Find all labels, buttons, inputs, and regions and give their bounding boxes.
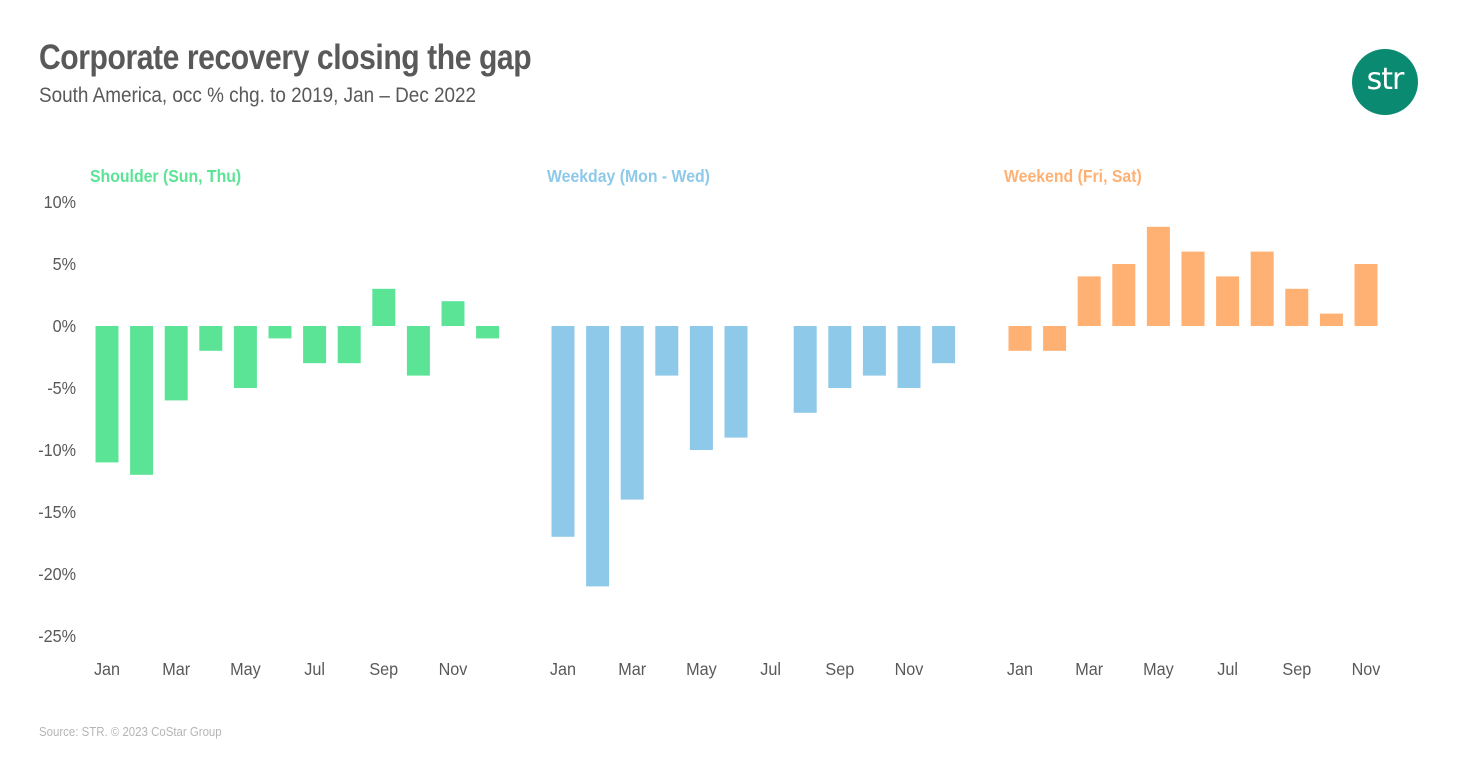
x-tick-label: May xyxy=(230,659,261,679)
panel-title-0: Shoulder (Sun, Thu) xyxy=(90,166,241,186)
y-tick-label: 0% xyxy=(53,316,76,336)
bar-1-feb xyxy=(586,326,610,587)
x-tick-label: Jul xyxy=(304,659,325,679)
x-tick-label: Mar xyxy=(162,659,190,679)
bar-2-jul xyxy=(1216,276,1240,326)
logo-text: str xyxy=(1366,61,1405,97)
x-tick-label: Nov xyxy=(439,659,468,679)
bar-1-aug xyxy=(793,326,817,413)
x-tick-label: Jan xyxy=(94,659,120,679)
bar-0-dec xyxy=(476,326,500,339)
x-tick-label: Nov xyxy=(895,659,924,679)
bar-1-jun xyxy=(724,326,748,438)
y-tick-label: 5% xyxy=(53,254,76,274)
bar-0-jun xyxy=(268,326,292,339)
x-tick-label: May xyxy=(1143,659,1174,679)
x-tick-label: Jul xyxy=(760,659,781,679)
bar-0-aug xyxy=(337,326,361,364)
x-tick-label: Mar xyxy=(618,659,646,679)
bar-1-mar xyxy=(620,326,644,500)
panel-title-2: Weekend (Fri, Sat) xyxy=(1004,166,1142,186)
y-tick-label: -5% xyxy=(47,378,76,398)
bar-0-sep xyxy=(372,288,396,326)
bar-0-nov xyxy=(441,301,465,326)
bar-0-jul xyxy=(303,326,327,364)
bar-1-may xyxy=(689,326,713,450)
x-tick-label: Mar xyxy=(1075,659,1103,679)
x-tick-label: Sep xyxy=(369,659,398,679)
bar-2-sep xyxy=(1285,288,1309,326)
bar-0-jan xyxy=(95,326,119,463)
bar-2-jan xyxy=(1008,326,1032,351)
bar-1-nov xyxy=(897,326,921,388)
bar-0-oct xyxy=(406,326,430,376)
y-tick-label: 10% xyxy=(44,192,76,212)
bar-2-nov xyxy=(1354,264,1378,326)
bar-1-oct xyxy=(862,326,886,376)
chart-subtitle: South America, occ % chg. to 2019, Jan –… xyxy=(39,84,477,107)
bar-0-mar xyxy=(164,326,188,401)
bar-2-mar xyxy=(1077,276,1101,326)
bar-0-apr xyxy=(199,326,223,351)
y-tick-label: -10% xyxy=(38,440,76,460)
source-note: Source: STR. © 2023 CoStar Group xyxy=(39,724,222,739)
y-tick-label: -15% xyxy=(38,502,76,522)
str-logo-icon: str xyxy=(1352,49,1418,115)
bar-0-may xyxy=(233,326,257,388)
y-tick-label: -20% xyxy=(38,564,76,584)
bar-2-apr xyxy=(1112,264,1136,326)
bar-2-jun xyxy=(1181,251,1205,326)
panel-title-1: Weekday (Mon - Wed) xyxy=(547,166,710,186)
bar-1-jan xyxy=(551,326,575,537)
bar-2-feb xyxy=(1043,326,1067,351)
x-tick-label: Sep xyxy=(1282,659,1311,679)
chart-title: Corporate recovery closing the gap xyxy=(39,38,532,77)
bar-1-dec xyxy=(932,326,956,364)
x-tick-label: Sep xyxy=(825,659,854,679)
bar-2-may xyxy=(1146,226,1170,326)
x-tick-label: Jan xyxy=(550,659,576,679)
x-tick-label: May xyxy=(686,659,717,679)
bar-0-feb xyxy=(130,326,154,475)
bar-2-oct xyxy=(1319,313,1343,326)
bar-2-aug xyxy=(1250,251,1274,326)
bar-1-sep xyxy=(828,326,852,388)
x-tick-label: Jul xyxy=(1217,659,1238,679)
bar-1-apr xyxy=(655,326,679,376)
x-tick-label: Nov xyxy=(1352,659,1381,679)
y-tick-label: -25% xyxy=(38,626,76,646)
x-tick-label: Jan xyxy=(1007,659,1033,679)
